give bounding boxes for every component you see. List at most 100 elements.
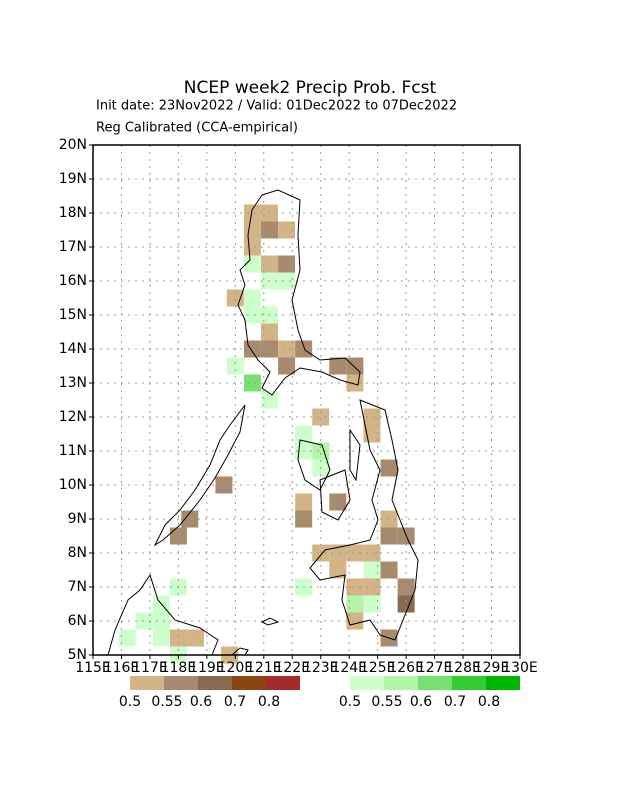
y-tick-label: 16N <box>59 273 87 289</box>
prob-cell <box>186 629 204 647</box>
y-tick-label: 7N <box>68 579 87 595</box>
island <box>231 647 249 656</box>
x-tick-label: 124E <box>331 660 367 676</box>
prob-cell <box>346 357 364 375</box>
coastline <box>107 189 419 656</box>
prob-cell <box>243 374 261 392</box>
legend: 0.5 0.55 0.6 0.7 0.8 0.5 0.55 0.6 0.7 0.8 <box>119 676 520 710</box>
prob-cell <box>363 561 381 579</box>
prob-cell <box>380 459 398 477</box>
x-tick-label: 123E <box>303 660 339 676</box>
subtitle: Init date: 23Nov2022 / Valid: 01Dec2022 … <box>96 99 457 114</box>
negros <box>319 469 351 521</box>
prob-cell <box>226 289 244 307</box>
legend-swatch <box>198 676 232 690</box>
prob-cell <box>260 323 278 341</box>
x-tick-label: 126E <box>388 660 424 676</box>
legend-label: 0.5 <box>339 694 361 710</box>
y-tick-label: 20N <box>59 137 87 153</box>
x-tick-label: 120E <box>218 660 254 676</box>
cells <box>118 204 415 664</box>
prob-cell <box>243 289 261 307</box>
prob-cell <box>397 595 415 613</box>
prob-cell <box>243 221 261 239</box>
prob-cell <box>215 476 233 494</box>
prob-cell <box>135 612 153 630</box>
legend-swatch <box>384 676 418 690</box>
prob-cell <box>152 612 170 630</box>
prob-cell <box>363 595 381 613</box>
borneo <box>107 573 219 656</box>
prob-cell <box>243 204 261 222</box>
palawan <box>153 404 246 547</box>
island <box>260 617 280 626</box>
prob-cell <box>278 357 296 375</box>
prob-cell <box>260 391 278 409</box>
luzon <box>237 189 361 396</box>
prob-cell <box>380 510 398 528</box>
subtitle: Reg Calibrated (CCA-empirical) <box>96 121 298 136</box>
y-tick-label: 18N <box>59 205 87 221</box>
x-tick-label: 122E <box>274 660 310 676</box>
prob-cell <box>329 561 347 579</box>
prob-cell <box>346 544 364 562</box>
prob-cell <box>346 578 364 596</box>
mindanao-samar <box>309 399 419 641</box>
x-tick-label: 130E <box>502 660 538 676</box>
y-tick-label: 13N <box>59 375 87 391</box>
x-tick-label: 121E <box>246 660 282 676</box>
prob-cell <box>243 238 261 256</box>
prob-cell <box>243 255 261 273</box>
prob-cell <box>312 408 330 426</box>
prob-cell <box>118 629 136 647</box>
x-tick-label: 127E <box>417 660 453 676</box>
prob-cell <box>346 595 364 613</box>
x-tick-label: 118E <box>161 660 197 676</box>
y-tick-label: 11N <box>59 443 87 459</box>
y-tick-label: 14N <box>59 341 87 357</box>
y-tick-label: 10N <box>59 477 87 493</box>
legend-label: 0.8 <box>258 694 280 710</box>
panay <box>297 439 331 491</box>
prob-cell <box>243 306 261 324</box>
prob-cell <box>278 255 296 273</box>
prob-cell <box>380 527 398 545</box>
y-tick-label: 19N <box>59 171 87 187</box>
y-tick-label: 5N <box>68 647 87 663</box>
prob-cell <box>363 544 381 562</box>
y-tick-label: 12N <box>59 409 87 425</box>
legend-label: 0.7 <box>444 694 466 710</box>
prob-cell <box>295 425 313 443</box>
legend-label: 0.8 <box>478 694 500 710</box>
legend-swatch <box>486 676 520 690</box>
legend-label: 0.6 <box>410 694 432 710</box>
legend-label: 0.7 <box>224 694 246 710</box>
x-tick-label: 125E <box>360 660 396 676</box>
prob-cell <box>169 629 187 647</box>
legend-swatch <box>418 676 452 690</box>
prob-cell <box>260 255 278 273</box>
y-tick-label: 17N <box>59 239 87 255</box>
legend-swatch <box>266 676 300 690</box>
prob-cell <box>363 578 381 596</box>
x-tick-label: 119E <box>189 660 225 676</box>
legend-swatch <box>350 676 384 690</box>
prob-cell <box>181 510 199 528</box>
x-tick-label: 129E <box>474 660 510 676</box>
legend-label: 0.6 <box>190 694 212 710</box>
y-tick-label: 6N <box>68 613 87 629</box>
y-tick-label: 8N <box>68 545 87 561</box>
prob-cell <box>226 357 244 375</box>
frame <box>92 144 521 656</box>
legend-label: 0.55 <box>151 694 182 710</box>
legend-label: 0.55 <box>371 694 402 710</box>
legend-swatch <box>164 676 198 690</box>
y-tick-label: 15N <box>59 307 87 323</box>
legend-label: 0.5 <box>119 694 141 710</box>
prob-cell <box>169 527 187 545</box>
x-tick-label: 128E <box>445 660 481 676</box>
prob-cell <box>278 272 296 290</box>
legend-swatch <box>130 676 164 690</box>
prob-cell <box>329 357 347 375</box>
